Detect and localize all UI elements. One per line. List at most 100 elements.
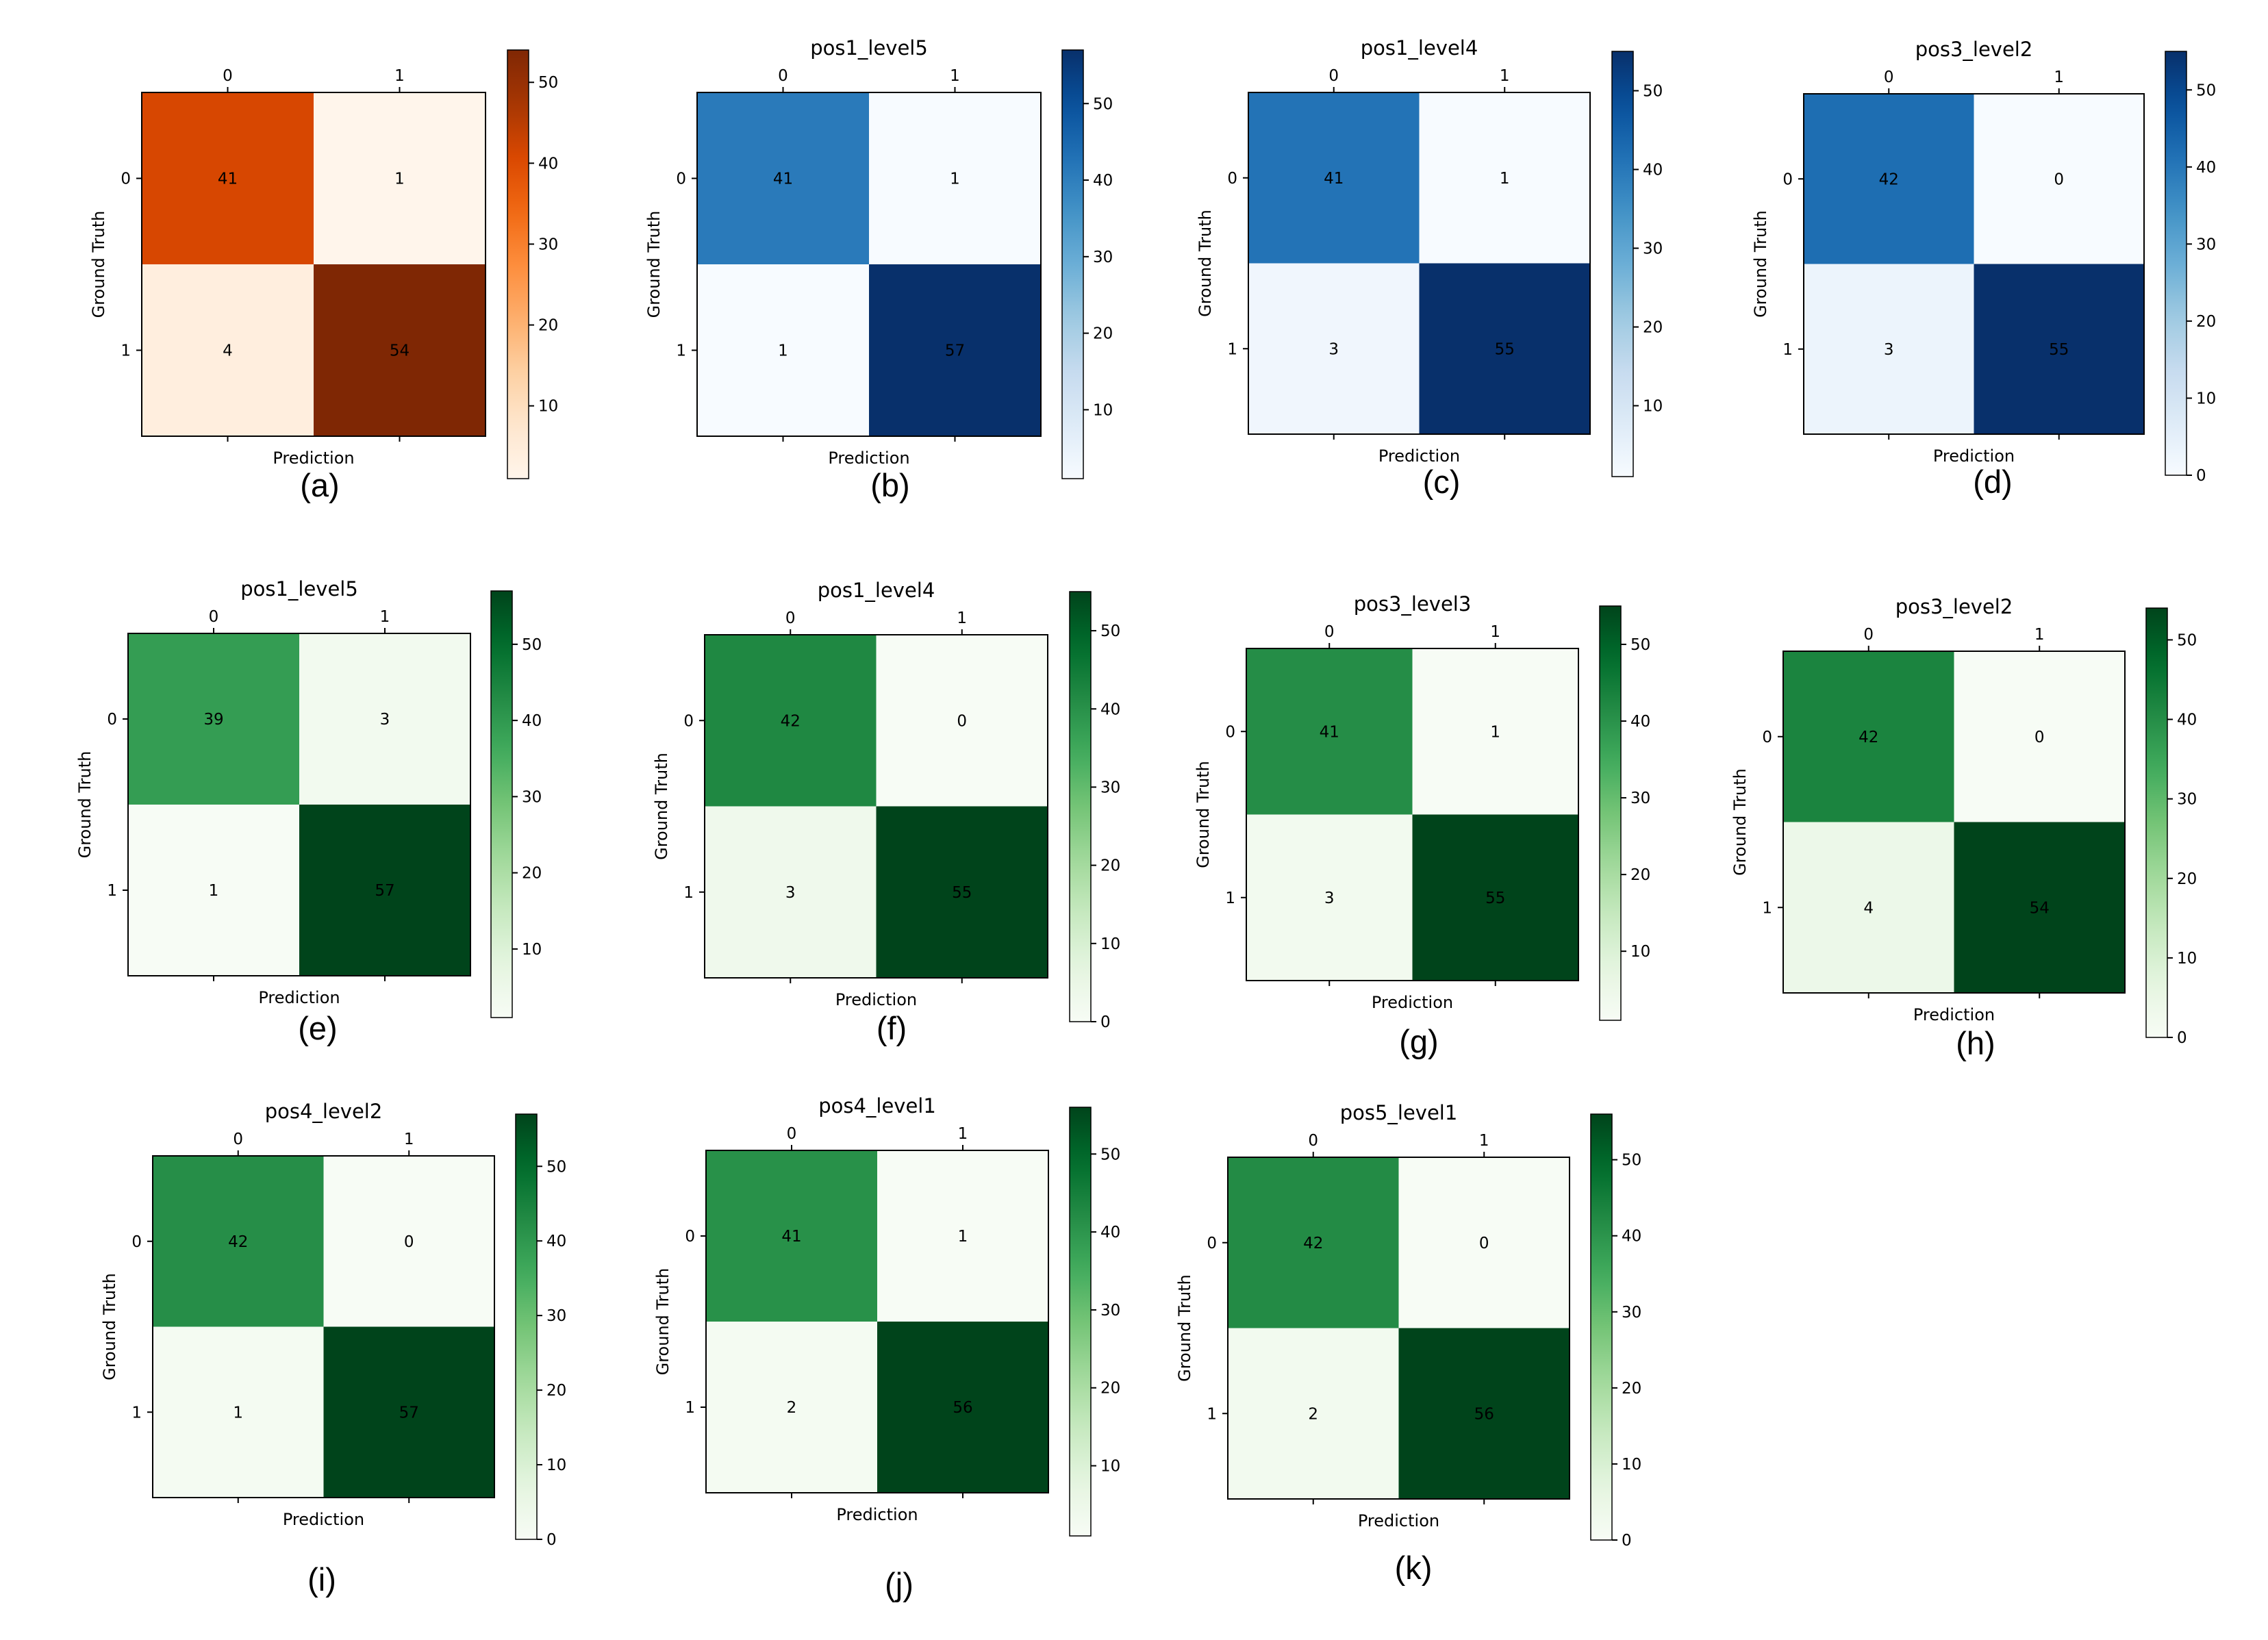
x-tick-label: 1 bbox=[2034, 626, 2045, 644]
x-axis-label: Prediction bbox=[273, 449, 354, 468]
heatmap-cell bbox=[1398, 1328, 1570, 1499]
heatmap-cell bbox=[323, 1156, 494, 1327]
y-tick-label: 0 bbox=[676, 171, 686, 188]
cell-value: 3 bbox=[1884, 341, 1894, 359]
cell-value: 1 bbox=[1500, 170, 1510, 188]
y-tick-label: 0 bbox=[685, 1228, 695, 1246]
heatmap-cell bbox=[869, 264, 1041, 436]
cell-value: 1 bbox=[958, 1228, 968, 1246]
colorbar-tick-label: 0 bbox=[1622, 1532, 1632, 1550]
heatmap-cell bbox=[1783, 651, 1954, 822]
y-tick-label: 1 bbox=[676, 342, 686, 360]
heatmap-cell bbox=[1412, 648, 1578, 815]
cell-value: 57 bbox=[375, 882, 394, 900]
colorbar-tick-label: 50 bbox=[1093, 95, 1113, 113]
cell-value: 0 bbox=[404, 1233, 414, 1251]
colorbar-tick-label: 40 bbox=[1100, 1224, 1120, 1241]
colorbar bbox=[1069, 1107, 1092, 1537]
cell-value: 1 bbox=[209, 882, 219, 900]
panel-title: pos3_level3 bbox=[1354, 592, 1472, 616]
y-tick-label: 1 bbox=[1782, 341, 1793, 359]
colorbar-tick-label: 40 bbox=[538, 155, 558, 173]
panel-caption: (c) bbox=[1423, 464, 1461, 500]
colorbar-tick-label: 50 bbox=[2177, 631, 2197, 649]
x-tick-label: 1 bbox=[1479, 1132, 1489, 1150]
colorbar-tick-label: 0 bbox=[1100, 1013, 1111, 1031]
heatmap-cell bbox=[876, 806, 1048, 978]
heatmap-cell bbox=[1954, 651, 2125, 822]
heatmap-cell bbox=[1412, 814, 1578, 981]
cell-value: 41 bbox=[773, 171, 793, 188]
cell-value: 3 bbox=[1328, 340, 1339, 358]
x-axis-label: Prediction bbox=[1913, 1005, 1995, 1024]
cell-value: 0 bbox=[2034, 729, 2045, 746]
heatmap-cell bbox=[877, 1322, 1048, 1493]
cell-value: 42 bbox=[1859, 729, 1878, 746]
cell-value: 2 bbox=[1308, 1405, 1318, 1423]
colorbar-tick-label: 50 bbox=[1100, 1146, 1120, 1163]
y-tick-label: 0 bbox=[1225, 723, 1235, 741]
y-tick-label: 1 bbox=[107, 882, 117, 900]
x-tick-label: 0 bbox=[778, 67, 788, 85]
y-tick-label: 1 bbox=[1225, 890, 1235, 907]
colorbar-tick-label: 50 bbox=[538, 74, 558, 92]
colorbar-tick-label: 10 bbox=[546, 1456, 566, 1474]
y-axis-label: Ground Truth bbox=[75, 751, 94, 859]
heatmap-cell bbox=[1246, 814, 1413, 981]
cell-value: 42 bbox=[228, 1233, 248, 1251]
colorbar-tick-label: 40 bbox=[2177, 711, 2197, 729]
heatmap-cell bbox=[1228, 1157, 1399, 1328]
colorbar-tick-label: 40 bbox=[2196, 159, 2216, 177]
heatmap-cell bbox=[299, 805, 470, 976]
colorbar-tick-label: 10 bbox=[1643, 398, 1663, 416]
panel-caption: (k) bbox=[1395, 1550, 1433, 1586]
colorbar-tick-label: 40 bbox=[1093, 172, 1113, 190]
colorbar bbox=[515, 1113, 538, 1540]
y-tick-label: 0 bbox=[683, 712, 694, 730]
colorbar-tick-label: 10 bbox=[1630, 943, 1650, 961]
y-axis-label: Ground Truth bbox=[1751, 210, 1770, 318]
panel-caption: (a) bbox=[300, 467, 339, 503]
cell-value: 2 bbox=[787, 1399, 797, 1417]
y-tick-label: 1 bbox=[121, 342, 131, 360]
x-tick-label: 1 bbox=[404, 1131, 414, 1148]
panel-title: pos3_level2 bbox=[1915, 38, 2033, 61]
colorbar-tick-label: 30 bbox=[1643, 240, 1663, 258]
y-tick-label: 0 bbox=[1207, 1235, 1217, 1252]
heatmap-cell bbox=[1974, 264, 2144, 434]
x-tick-label: 1 bbox=[2054, 68, 2064, 86]
x-tick-label: 1 bbox=[1490, 623, 1500, 641]
cell-value: 41 bbox=[1324, 170, 1344, 188]
heatmap-cell bbox=[128, 633, 299, 805]
panel-caption: (b) bbox=[870, 467, 909, 503]
plot-frame bbox=[127, 633, 471, 976]
x-axis-label: Prediction bbox=[828, 449, 909, 468]
heatmap-cell bbox=[1398, 1157, 1570, 1328]
panel-title: pos1_level4 bbox=[1361, 36, 1478, 60]
cell-value: 54 bbox=[390, 342, 410, 360]
panel-caption: (g) bbox=[1399, 1023, 1438, 1059]
colorbar-tick-label: 20 bbox=[1622, 1380, 1641, 1398]
colorbar bbox=[1599, 605, 1622, 1021]
colorbar-tick-label: 20 bbox=[1100, 1380, 1120, 1398]
colorbar-tick-label: 50 bbox=[1622, 1152, 1641, 1170]
y-tick-label: 1 bbox=[131, 1404, 142, 1422]
x-axis-label: Prediction bbox=[1372, 993, 1453, 1012]
colorbar-tick-label: 10 bbox=[522, 941, 542, 959]
x-tick-label: 0 bbox=[1328, 67, 1339, 85]
cell-value: 55 bbox=[1495, 340, 1515, 358]
y-axis-label: Ground Truth bbox=[1730, 768, 1750, 876]
x-tick-label: 0 bbox=[1863, 626, 1874, 644]
colorbar bbox=[507, 49, 529, 479]
y-tick-label: 0 bbox=[121, 171, 131, 188]
colorbar-tick-label: 20 bbox=[522, 865, 542, 883]
cell-value: 1 bbox=[233, 1404, 243, 1422]
x-axis-label: Prediction bbox=[1358, 1511, 1439, 1530]
colorbar-tick-label: 10 bbox=[2196, 390, 2216, 407]
y-axis-label: Ground Truth bbox=[1196, 210, 1215, 317]
cell-value: 57 bbox=[399, 1404, 419, 1422]
heatmap-cell bbox=[705, 635, 877, 807]
